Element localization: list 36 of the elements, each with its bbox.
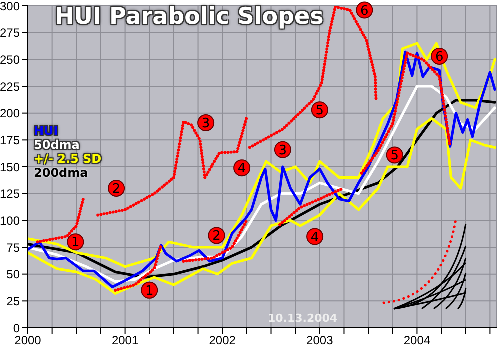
annotation: 6 (360, 4, 369, 19)
text: +/- 2.5 SD (34, 152, 102, 166)
y-tick-label: 225 (0, 80, 20, 94)
chart-title: HUI Parabolic Slopes (55, 4, 324, 30)
x-tick-label: 2003 (306, 334, 334, 348)
y-tick-label: 250 (0, 52, 20, 67)
y-tick-label: 75 (6, 240, 20, 255)
annotation: 3 (202, 116, 210, 132)
y-tick-label: 150 (0, 160, 20, 174)
annotation: 4 (238, 162, 246, 177)
x-tick-label: 2002 (209, 334, 236, 348)
annotation: 5 (390, 148, 399, 164)
text: 200dma (34, 166, 90, 180)
annotation: 4 (310, 230, 320, 246)
y-tick-label: 275 (0, 26, 20, 40)
y-tick-label: 100 (0, 214, 20, 228)
annotation: 6 (435, 50, 444, 65)
y-tick-label: 0 (13, 321, 20, 336)
annotation: 2 (112, 182, 121, 197)
annotation: 10.13.2004 (268, 312, 338, 325)
y-tick-label: 50 (6, 268, 20, 282)
y-tick-label: 175 (0, 133, 20, 148)
annotation: 3 (278, 143, 288, 158)
annotation: 1 (72, 236, 80, 251)
y-tick-label: 300 (0, 0, 20, 14)
annotation: 2 (212, 229, 221, 244)
text: HUI (34, 124, 60, 138)
y-tick-label: 125 (0, 187, 20, 202)
x-tick-label: 2001 (112, 334, 139, 348)
text: 50dma (34, 138, 81, 152)
y-tick-label: 200 (0, 106, 20, 121)
x-tick-label: 2004 (404, 334, 431, 348)
annotation: 1 (145, 284, 154, 299)
x-tick-label: 2000 (14, 334, 42, 348)
annotation: 5 (316, 104, 324, 119)
y-tick-label: 25 (6, 294, 20, 308)
